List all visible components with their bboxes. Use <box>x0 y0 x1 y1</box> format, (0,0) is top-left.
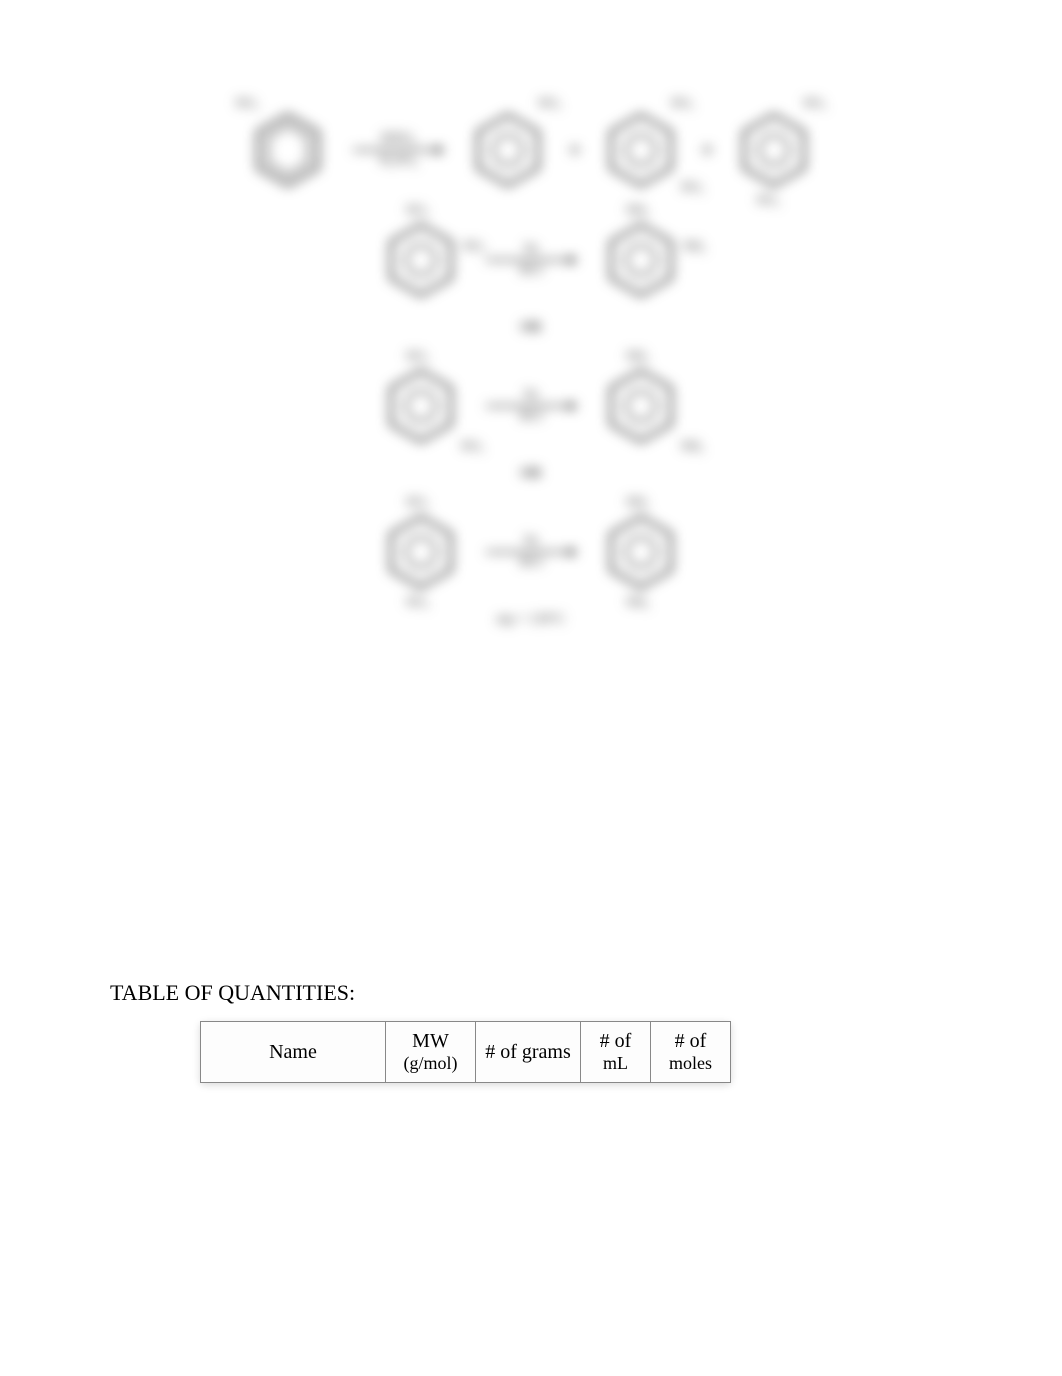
substituent-label: NH₂ <box>626 494 649 510</box>
arrow-line <box>486 405 576 407</box>
arrow-bottom-label: HCl <box>519 409 542 425</box>
reaction-arrow-2: Sn HCl <box>481 241 581 279</box>
header-sublabel: mL <box>587 1053 644 1074</box>
substituent-label: NO₂ <box>681 179 704 195</box>
substituent-label: NO₂ <box>406 594 429 610</box>
substituent-label: NO₂ <box>406 348 429 364</box>
header-sublabel: (g/mol) <box>392 1053 469 1074</box>
reaction-row-3: NO₂ NO₂ Sn HCl NH₂ NH₂ <box>110 366 952 446</box>
substituent-label: NH₂ <box>626 202 649 218</box>
substituent-label: NH₂ <box>683 238 706 254</box>
reaction-row-4: NO₂ NO₂ Sn HCl NH₂ NH₂ <box>110 512 952 592</box>
table-header-row: Name MW (g/mol) # of grams # of mL # of <box>201 1022 731 1083</box>
plus-sign: + <box>701 137 714 163</box>
substituent-label: NH₂ <box>626 594 649 610</box>
arrow-line <box>486 259 576 261</box>
column-header-grams: # of grams <box>476 1022 581 1083</box>
or-separator: OR <box>511 320 551 336</box>
benzene-ring: NH₂ NH₂ <box>606 220 676 300</box>
arrow-top-label: HNO₃ <box>381 131 416 147</box>
plus-sign: + <box>568 137 581 163</box>
substituent-label: NH₂ <box>681 438 704 454</box>
arrow-bottom-label: HCl <box>519 555 542 571</box>
header-label: # of grams <box>485 1041 571 1063</box>
benzene-ring: NO₂ <box>253 110 323 190</box>
arrow-top-label: Sn <box>524 533 539 549</box>
substituent-label: NO₂ <box>757 192 780 208</box>
header-label: MW <box>412 1030 449 1052</box>
or-separator: OR <box>511 466 551 482</box>
substituent-label: NH₂ <box>626 348 649 364</box>
arrow-line <box>353 149 443 151</box>
reaction-diagram: NO₂ HNO₃ H₂SO₄ NO₂ + NO₂ NO₂ + NO₂ NO₂ <box>110 100 952 900</box>
reaction-arrow-1: HNO₃ H₂SO₄ <box>348 131 448 169</box>
table-section: TABLE OF QUANTITIES: Name MW (g/mol) # o… <box>110 980 952 1083</box>
substituent-label: NO₂ <box>463 238 486 254</box>
quantities-table: Name MW (g/mol) # of grams # of mL # of <box>200 1021 731 1083</box>
reaction-row-2: NO₂ NO₂ Sn HCl NH₂ NH₂ <box>110 220 952 300</box>
header-label: Name <box>269 1041 317 1063</box>
arrow-top-label: Sn <box>524 241 539 257</box>
substituent-label: NO₂ <box>671 95 694 111</box>
substituent-label: NO₂ <box>538 95 561 111</box>
benzene-ring: NH₂ NH₂ <box>606 512 676 592</box>
reaction-arrow-4: Sn HCl <box>481 533 581 571</box>
arrow-bottom-label: H₂SO₄ <box>380 153 418 169</box>
substituent-label: NO₂ <box>803 95 826 111</box>
column-header-mw: MW (g/mol) <box>386 1022 476 1083</box>
benzene-ring: NO₂ NO₂ <box>606 110 676 190</box>
header-label: # of <box>600 1030 632 1052</box>
substituent-label: NO₂ <box>235 95 258 111</box>
substituent-label: NO₂ <box>406 494 429 510</box>
document-page: NO₂ HNO₃ H₂SO₄ NO₂ + NO₂ NO₂ + NO₂ NO₂ <box>0 0 1062 1376</box>
reaction-arrow-3: Sn HCl <box>481 387 581 425</box>
substituent-label: NO₂ <box>406 202 429 218</box>
column-header-moles: # of moles <box>651 1022 731 1083</box>
benzene-ring: NO₂ NO₂ <box>386 512 456 592</box>
substituent-label: NO₂ <box>461 438 484 454</box>
arrow-bottom-label: HCl <box>519 263 542 279</box>
benzene-ring: NO₂ NO₂ <box>739 110 809 190</box>
arrow-line <box>486 551 576 553</box>
melting-point-caption: mp = 139°C <box>110 612 952 628</box>
column-header-name: Name <box>201 1022 386 1083</box>
column-header-ml: # of mL <box>581 1022 651 1083</box>
benzene-ring: NO₂ <box>473 110 543 190</box>
header-sublabel: moles <box>657 1053 724 1074</box>
table-title: TABLE OF QUANTITIES: <box>110 980 952 1006</box>
reaction-row-1: NO₂ HNO₃ H₂SO₄ NO₂ + NO₂ NO₂ + NO₂ NO₂ <box>110 100 952 190</box>
benzene-ring: NO₂ NO₂ <box>386 220 456 300</box>
benzene-ring: NH₂ NH₂ <box>606 366 676 446</box>
benzene-ring: NO₂ NO₂ <box>386 366 456 446</box>
header-label: # of <box>675 1030 707 1052</box>
arrow-top-label: Sn <box>524 387 539 403</box>
